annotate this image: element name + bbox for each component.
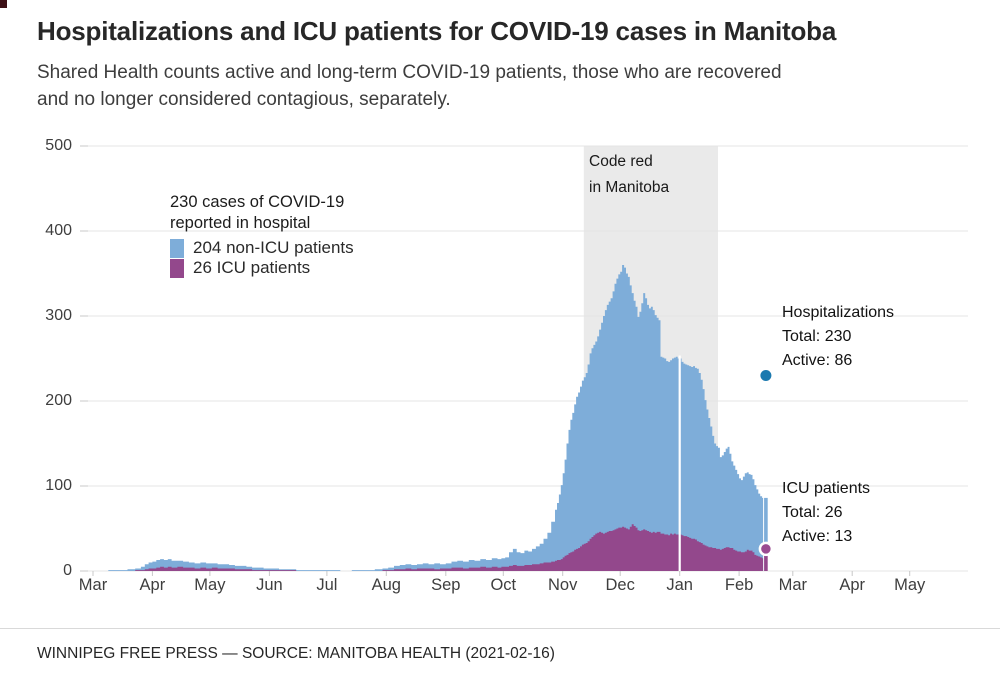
- legend-label-icu: 26 ICU patients: [193, 258, 311, 277]
- code-red-label-line-1: Code red: [589, 153, 653, 170]
- hospitalizations-annotation-title: Hospitalizations: [782, 304, 895, 321]
- hospitalizations-total-dot: [760, 370, 772, 381]
- x-axis-tick-label: Dec: [605, 576, 635, 594]
- x-axis-tick-label: Jul: [316, 576, 338, 594]
- code-red-label-line-2: in Manitoba: [589, 179, 670, 196]
- x-axis-tick-label: Jun: [256, 576, 283, 594]
- y-axis-tick-label: 400: [45, 222, 72, 239]
- hospitalizations-annotation-total: Total: 230: [782, 328, 852, 345]
- y-axis-tick-label: 300: [45, 307, 72, 324]
- x-axis-tick-label: Jan: [666, 576, 693, 594]
- subtitle-line-1: Shared Health counts active and long-ter…: [37, 62, 782, 83]
- y-axis-tick-label: 100: [45, 477, 72, 494]
- latest-hospital-bar: [764, 497, 768, 549]
- hospitalizations-annotation-active: Active: 86: [782, 352, 853, 369]
- latest-icu-bar: [764, 548, 768, 571]
- legend-label-non-icu: 204 non-ICU patients: [193, 238, 354, 257]
- x-axis-tick-label: May: [194, 576, 226, 594]
- hospitalizations-area-series: [93, 265, 764, 571]
- x-axis-tick-label: May: [894, 576, 926, 594]
- x-axis-tick-label: Apr: [139, 576, 166, 594]
- data-gap-marker: [678, 355, 681, 571]
- y-axis-tick-label: 0: [63, 562, 72, 579]
- y-axis-tick-label: 500: [45, 137, 72, 154]
- legend-rows: 204 non-ICU patients 26 ICU patients: [170, 238, 354, 278]
- legend-item-icu: 26 ICU patients: [170, 258, 354, 278]
- icu-annotation-title: ICU patients: [782, 480, 871, 497]
- icu-total-dot: [758, 541, 774, 557]
- legend-title-line-1: 230 cases of COVID-19: [170, 193, 345, 211]
- x-axis-tick-label: Apr: [839, 576, 866, 594]
- icu-annotation-active: Active: 13: [782, 528, 853, 545]
- icu-area-series: [93, 524, 764, 571]
- source-credit: WINNIPEG FREE PRESS — SOURCE: MANITOBA H…: [37, 645, 555, 662]
- corner-artifact: [0, 0, 7, 8]
- x-axis-tick-label: Mar: [778, 576, 808, 594]
- page-title: Hospitalizations and ICU patients for CO…: [37, 16, 837, 46]
- non-icu-color-swatch: [170, 238, 184, 258]
- page-subtitle: Shared Health counts active and long-ter…: [37, 59, 987, 113]
- icu-annotation: ICU patients Total: 26 Active: 13: [782, 477, 870, 549]
- icu-annotation-total: Total: 26: [782, 504, 843, 521]
- x-axis-tick-label: Aug: [371, 576, 401, 594]
- legend-title: 230 cases of COVID-19 reported in hospit…: [170, 192, 354, 234]
- x-axis-tick-label: Sep: [431, 576, 461, 594]
- hospitalizations-annotation: Hospitalizations Total: 230 Active: 86: [782, 301, 894, 373]
- code-red-band-label: Code red in Manitoba: [589, 149, 669, 201]
- x-axis-tick-label: Mar: [78, 576, 108, 594]
- legend-title-line-2: reported in hospital: [170, 214, 311, 232]
- icu-color-swatch: [170, 258, 184, 278]
- y-axis-tick-label: 200: [45, 392, 72, 409]
- x-axis-tick-label: Feb: [724, 576, 754, 594]
- x-axis-tick-label: Oct: [490, 576, 517, 594]
- legend-item-non-icu: 204 non-ICU patients: [170, 238, 354, 258]
- x-axis-tick-label: Nov: [548, 576, 578, 594]
- chart-legend: 230 cases of COVID-19 reported in hospit…: [170, 192, 354, 278]
- footer-divider: [0, 628, 1000, 629]
- subtitle-line-2: and no longer considered contagious, sep…: [37, 89, 451, 110]
